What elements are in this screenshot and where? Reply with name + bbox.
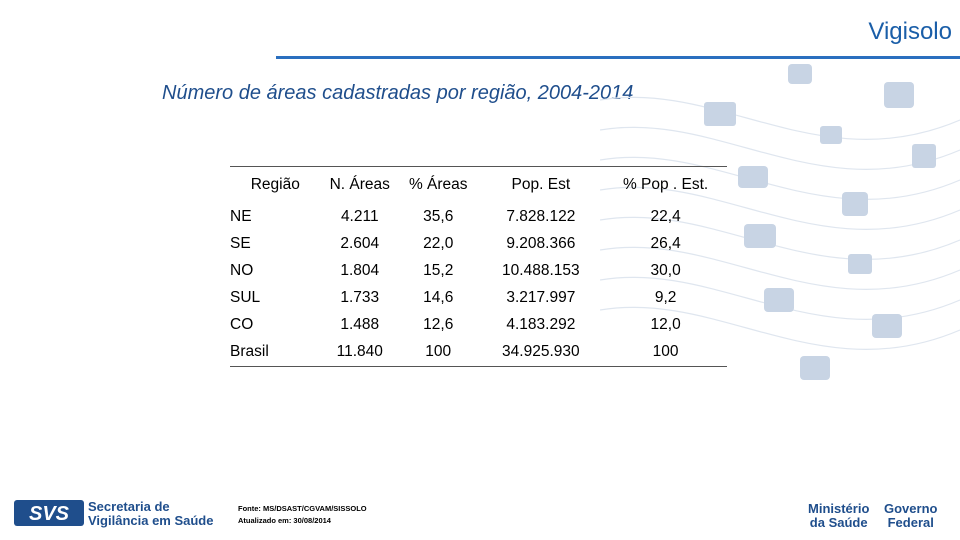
person-icon bbox=[764, 288, 794, 312]
svs-logo: SVS bbox=[14, 500, 84, 526]
table-cell: 10.488.153 bbox=[502, 261, 580, 279]
source-note: Fonte: MS/DSAST/CGVAM/SISSOLO Atualizado… bbox=[238, 503, 367, 527]
table-cell: 1.733 bbox=[340, 288, 380, 306]
decorative-background bbox=[600, 64, 960, 380]
chart-icon bbox=[704, 102, 736, 126]
table-cell: 100 bbox=[604, 338, 727, 367]
gov-line1: Governo bbox=[884, 501, 938, 516]
table-cell: SE bbox=[230, 234, 251, 252]
table-cell: 22,0 bbox=[423, 234, 454, 252]
table-row: CO 1.488 12,6 4.183.292 12,0 bbox=[230, 311, 727, 338]
column-header: % Áreas bbox=[399, 166, 478, 203]
drop-icon bbox=[788, 64, 812, 84]
ministry-line1: Ministério bbox=[808, 501, 870, 516]
government-logo: Governo Federal bbox=[884, 502, 937, 530]
table-cell: 30,0 bbox=[650, 261, 681, 279]
table-row: SUL 1.733 14,6 3.217.997 9,2 bbox=[230, 284, 727, 311]
table-header-row: Região N. Áreas % Áreas Pop. Est % Pop .… bbox=[230, 166, 727, 203]
table-cell: 12,0 bbox=[650, 315, 681, 333]
table-cell: 4.211 bbox=[340, 207, 379, 225]
table-cell: 12,6 bbox=[423, 315, 454, 333]
ministry-logo: Ministério da Saúde bbox=[808, 502, 869, 530]
gov-line2: Federal bbox=[887, 515, 934, 530]
syringe-icon bbox=[884, 82, 914, 108]
slide-title: Número de áreas cadastradas por região, … bbox=[162, 82, 634, 104]
table-cell: 11.840 bbox=[320, 338, 399, 367]
column-header: Pop. Est bbox=[477, 166, 605, 203]
table-cell: 1.488 bbox=[340, 315, 380, 333]
table-cell: NE bbox=[230, 207, 252, 225]
column-header: % Pop . Est. bbox=[604, 166, 727, 203]
table-cell: 34.925.930 bbox=[477, 338, 605, 367]
source-text: Fonte: MS/DSAST/CGVAM/SISSOLO bbox=[238, 504, 367, 513]
column-header: Região bbox=[230, 166, 321, 203]
table-cell: NO bbox=[230, 261, 254, 279]
magnifier-icon bbox=[744, 224, 776, 248]
table-cell: 1.804 bbox=[340, 261, 380, 279]
ministry-line2: da Saúde bbox=[809, 515, 868, 530]
regions-table: Região N. Áreas % Áreas Pop. Est % Pop .… bbox=[230, 166, 727, 367]
table-cell: 9.208.366 bbox=[506, 234, 576, 252]
mosquito-icon bbox=[820, 126, 842, 144]
table-cell: SUL bbox=[230, 288, 261, 306]
table-cell: 2.604 bbox=[340, 234, 380, 252]
flask-icon bbox=[848, 254, 872, 274]
table-cell: 4.183.292 bbox=[506, 315, 576, 333]
table-row: SE 2.604 22,0 9.208.366 26,4 bbox=[230, 230, 727, 257]
table-row: NO 1.804 15,2 10.488.153 30,0 bbox=[230, 257, 727, 284]
brand-title: Vigisolo bbox=[868, 18, 952, 45]
table-row: NE 4.211 35,6 7.828.122 22,4 bbox=[230, 203, 727, 230]
table-cell: 35,6 bbox=[423, 207, 454, 225]
updated-text: Atualizado em: 30/08/2014 bbox=[238, 516, 331, 525]
family-icon bbox=[800, 356, 830, 380]
svs-name: Secretaria de Vigilância em Saúde bbox=[88, 500, 213, 528]
monkey-icon bbox=[872, 314, 902, 338]
table-cell: 15,2 bbox=[423, 261, 454, 279]
table-cell: 100 bbox=[399, 338, 478, 367]
table-cell: 14,6 bbox=[423, 288, 454, 306]
table-cell: CO bbox=[230, 315, 254, 333]
column-header: N. Áreas bbox=[320, 166, 399, 203]
lungs-icon bbox=[842, 192, 868, 216]
table-cell: 26,4 bbox=[650, 234, 681, 252]
table-total-row: Brasil 11.840 100 34.925.930 100 bbox=[230, 338, 727, 367]
table-cell: 22,4 bbox=[650, 207, 681, 225]
svs-line2: Vigilância em Saúde bbox=[88, 513, 214, 528]
table-cell: 3.217.997 bbox=[506, 288, 576, 306]
phone-icon bbox=[738, 166, 768, 188]
table-cell: Brasil bbox=[230, 338, 321, 367]
svs-logo-text: SVS bbox=[29, 503, 70, 525]
bottle-icon bbox=[912, 144, 936, 168]
table-cell: 9,2 bbox=[654, 288, 677, 306]
header-rule bbox=[276, 56, 960, 59]
svs-line1: Secretaria de bbox=[88, 499, 170, 514]
table-cell: 7.828.122 bbox=[506, 207, 576, 225]
